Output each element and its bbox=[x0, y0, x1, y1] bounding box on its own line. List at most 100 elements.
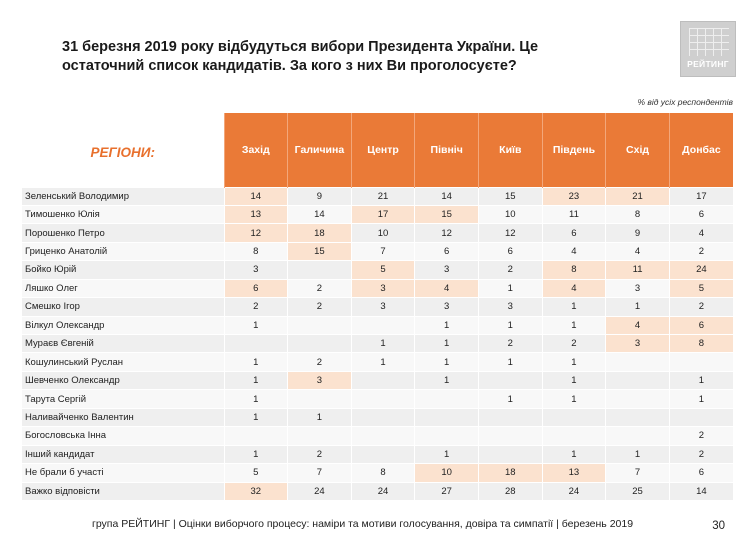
table-row: Тарута Сергій 1 1 1 1 bbox=[22, 389, 733, 409]
value-cell: 6 bbox=[478, 241, 543, 261]
value-cell bbox=[223, 426, 288, 446]
value-cell: 3 bbox=[605, 278, 670, 298]
value-cell bbox=[350, 444, 415, 464]
value-cell: 17 bbox=[668, 186, 733, 206]
value-cell: 28 bbox=[478, 481, 543, 501]
value-cell bbox=[478, 444, 543, 464]
table-row: Кошулинський Руслан 1 2 1 1 1 1 bbox=[22, 352, 733, 372]
value-cell: 10 bbox=[414, 463, 479, 482]
value-cell: 8 bbox=[350, 463, 415, 482]
value-cell bbox=[478, 426, 543, 446]
value-cell bbox=[414, 426, 479, 446]
value-cell bbox=[478, 370, 543, 390]
value-cell: 27 bbox=[414, 481, 479, 501]
table-row: Гриценко Анатолій 8 15 7 6 6 4 4 2 bbox=[22, 241, 733, 261]
value-cell: 6 bbox=[668, 463, 733, 482]
value-cell: 3 bbox=[350, 278, 415, 298]
candidate-name: Тарута Сергій bbox=[22, 389, 224, 409]
value-cell bbox=[350, 389, 415, 409]
value-cell: 14 bbox=[414, 186, 479, 206]
table-row: Не брали б участі 5 7 8 10 18 13 7 6 bbox=[22, 463, 733, 482]
value-cell: 13 bbox=[541, 463, 606, 482]
table-row: Шевченко Олександр 1 3 1 1 1 bbox=[22, 370, 733, 390]
value-cell bbox=[287, 260, 352, 280]
value-cell: 8 bbox=[605, 204, 670, 224]
table-row: Тимошенко Юлія 13 14 17 15 10 11 8 6 bbox=[22, 204, 733, 224]
value-cell: 1 bbox=[287, 407, 352, 427]
value-cell: 1 bbox=[541, 297, 606, 317]
table-row: Зеленський Володимир 14 9 21 14 15 23 21 17 bbox=[22, 186, 733, 206]
value-cell: 6 bbox=[668, 204, 733, 224]
candidate-name: Богословська Інна bbox=[22, 426, 224, 446]
table-row: Вілкул Олександр 1 1 1 1 4 6 bbox=[22, 315, 733, 335]
region-header: Донбас bbox=[668, 113, 733, 187]
table-row: Бойко Юрій 3 5 3 2 8 11 24 bbox=[22, 260, 733, 280]
base-note: % від усіх респондентів bbox=[637, 97, 733, 107]
value-cell bbox=[287, 389, 352, 409]
value-cell bbox=[223, 333, 288, 353]
value-cell: 11 bbox=[541, 204, 606, 224]
value-cell: 24 bbox=[287, 481, 352, 501]
value-cell: 23 bbox=[541, 186, 606, 206]
region-header: Галичина bbox=[287, 113, 352, 187]
value-cell: 2 bbox=[541, 333, 606, 353]
value-cell: 6 bbox=[414, 241, 479, 261]
value-cell: 3 bbox=[350, 297, 415, 317]
table-row: Мураєв Євгеній 1 1 2 2 3 8 bbox=[22, 333, 733, 353]
candidate-name: Ляшко Олег bbox=[22, 278, 224, 298]
regions-label: РЕГІОНИ: bbox=[22, 113, 224, 187]
value-cell: 8 bbox=[223, 241, 288, 261]
value-cell: 1 bbox=[414, 370, 479, 390]
value-cell: 1 bbox=[223, 370, 288, 390]
value-cell bbox=[668, 407, 733, 427]
value-cell bbox=[541, 407, 606, 427]
value-cell: 24 bbox=[668, 260, 733, 280]
value-cell: 1 bbox=[414, 315, 479, 335]
value-cell bbox=[605, 426, 670, 446]
value-cell: 2 bbox=[287, 278, 352, 298]
value-cell: 9 bbox=[287, 186, 352, 206]
value-cell: 4 bbox=[605, 241, 670, 261]
rating-logo: РЕЙТИНГ bbox=[680, 21, 736, 77]
table-row: Інший кандидат 1 2 1 1 1 2 bbox=[22, 444, 733, 464]
region-header: Північ bbox=[414, 113, 479, 187]
region-header: Захід bbox=[223, 113, 288, 187]
candidate-name: Важко відповісти bbox=[22, 481, 224, 501]
table-row: Богословська Інна 2 bbox=[22, 426, 733, 446]
value-cell: 1 bbox=[668, 389, 733, 409]
value-cell: 1 bbox=[223, 315, 288, 335]
value-cell: 10 bbox=[350, 223, 415, 243]
value-cell bbox=[541, 426, 606, 446]
value-cell: 1 bbox=[223, 389, 288, 409]
value-cell: 4 bbox=[668, 223, 733, 243]
value-cell: 1 bbox=[350, 333, 415, 353]
value-cell: 2 bbox=[287, 297, 352, 317]
footer-caption: група РЕЙТИНГ | Оцінки виборчого процесу… bbox=[92, 518, 634, 530]
value-cell: 6 bbox=[223, 278, 288, 298]
candidate-name: Інший кандидат bbox=[22, 444, 224, 464]
value-cell bbox=[287, 333, 352, 353]
candidate-name: Вілкул Олександр bbox=[22, 315, 224, 335]
candidate-name: Гриценко Анатолій bbox=[22, 241, 224, 261]
value-cell: 11 bbox=[605, 260, 670, 280]
table-row: Наливайченко Валентин 1 1 bbox=[22, 407, 733, 427]
value-cell: 8 bbox=[541, 260, 606, 280]
value-cell: 1 bbox=[478, 278, 543, 298]
value-cell: 15 bbox=[478, 186, 543, 206]
value-cell: 5 bbox=[223, 463, 288, 482]
value-cell: 3 bbox=[414, 260, 479, 280]
value-cell: 21 bbox=[605, 186, 670, 206]
table-row: Порошенко Петро 12 18 10 12 12 6 9 4 bbox=[22, 223, 733, 243]
value-cell: 1 bbox=[478, 315, 543, 335]
value-cell: 2 bbox=[478, 260, 543, 280]
value-cell: 10 bbox=[478, 204, 543, 224]
value-cell: 7 bbox=[287, 463, 352, 482]
value-cell bbox=[414, 407, 479, 427]
region-header: Південь bbox=[541, 113, 606, 187]
value-cell: 1 bbox=[605, 444, 670, 464]
value-cell: 21 bbox=[350, 186, 415, 206]
region-header: Центр bbox=[350, 113, 415, 187]
value-cell: 18 bbox=[478, 463, 543, 482]
value-cell: 3 bbox=[287, 370, 352, 390]
value-cell bbox=[350, 370, 415, 390]
